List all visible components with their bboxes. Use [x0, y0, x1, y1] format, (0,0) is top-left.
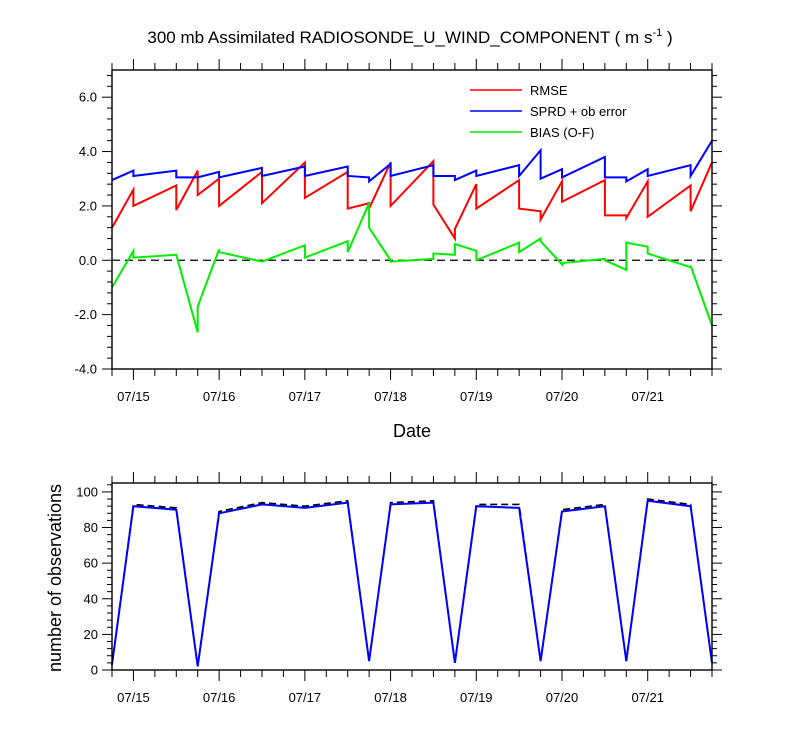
- bottom-x-tick-label: 07/18: [374, 690, 407, 705]
- chart-title-superscript: -1: [652, 27, 662, 39]
- top-x-tick-label: 07/17: [289, 389, 322, 404]
- bottom-series-assimilated: [111, 499, 713, 667]
- top-y-tick-label: 4.0: [79, 144, 97, 159]
- bottom-y-tick-label: 60: [84, 556, 98, 571]
- top-plot-frame: [111, 69, 713, 370]
- top-legend: RMSE SPRD + ob error BIAS (O-F): [470, 83, 627, 140]
- top-series-bias-o-f: [111, 202, 713, 333]
- bottom-x-tick-label: 07/15: [117, 690, 150, 705]
- bottom-x-tick-label: 07/21: [631, 690, 664, 705]
- legend-label-bias: BIAS (O-F): [530, 125, 594, 140]
- top-series-rmse: [111, 158, 713, 242]
- chart-title: 300 mb Assimilated RADIOSONDE_U_WIND_COM…: [147, 27, 672, 47]
- top-y-tick-label: -2.0: [75, 307, 97, 322]
- x-axis-title: Date: [393, 421, 431, 441]
- top-series-group: [111, 140, 713, 333]
- top-y-tick-label: 2.0: [79, 198, 97, 213]
- bottom-series-group: [111, 498, 713, 667]
- bottom-y-tick-label: 40: [84, 591, 98, 606]
- top-y-tick-label: 6.0: [79, 90, 97, 105]
- top-x-tick-label: 07/21: [631, 389, 664, 404]
- bottom-x-tick-label: 07/17: [289, 690, 322, 705]
- legend-label-rmse: RMSE: [530, 83, 568, 98]
- bottom-axes: 0 20 40 60 80 100 07/15 07/16 07/17 07/18 07/19 07/…: [76, 472, 722, 705]
- top-x-tick-label: 07/16: [203, 389, 236, 404]
- bottom-y-tick-label: 80: [84, 520, 98, 535]
- top-y-tick-label: 0.0: [79, 253, 97, 268]
- bottom-y-tick-label: 20: [84, 627, 98, 642]
- top-panel: -4.0 -2.0 0.0 2.0 4.0 6.0 07/15 07/16 07/17 07/18…: [75, 59, 722, 441]
- bottom-x-tick-label: 07/19: [460, 690, 493, 705]
- top-x-tick-label: 07/20: [546, 389, 579, 404]
- chart-title-main: 300 mb Assimilated RADIOSONDE_U_WIND_COM…: [147, 28, 652, 47]
- chart-title-close: ): [662, 28, 672, 47]
- top-x-tick-label: 07/18: [374, 389, 407, 404]
- y-axis-title-observations: number of observations: [45, 484, 65, 672]
- top-x-tick-label: 07/19: [460, 389, 493, 404]
- bottom-x-tick-label: 07/16: [203, 690, 236, 705]
- top-y-tick-label: -4.0: [75, 362, 97, 377]
- bottom-y-tick-label: 100: [76, 484, 98, 499]
- legend-label-sprd: SPRD + ob error: [530, 104, 627, 119]
- top-series-sprd-ob-error: [111, 140, 713, 184]
- bottom-panel: 0 20 40 60 80 100 07/15 07/16 07/17 07/18 07/19 07/…: [45, 472, 722, 705]
- top-axes: -4.0 -2.0 0.0 2.0 4.0 6.0 07/15 07/16 07/17 07/18…: [75, 59, 722, 404]
- bottom-plot-frame: [111, 482, 713, 671]
- bottom-y-tick-label: 0: [91, 663, 98, 678]
- bottom-x-tick-label: 07/20: [546, 690, 579, 705]
- top-x-tick-label: 07/15: [117, 389, 150, 404]
